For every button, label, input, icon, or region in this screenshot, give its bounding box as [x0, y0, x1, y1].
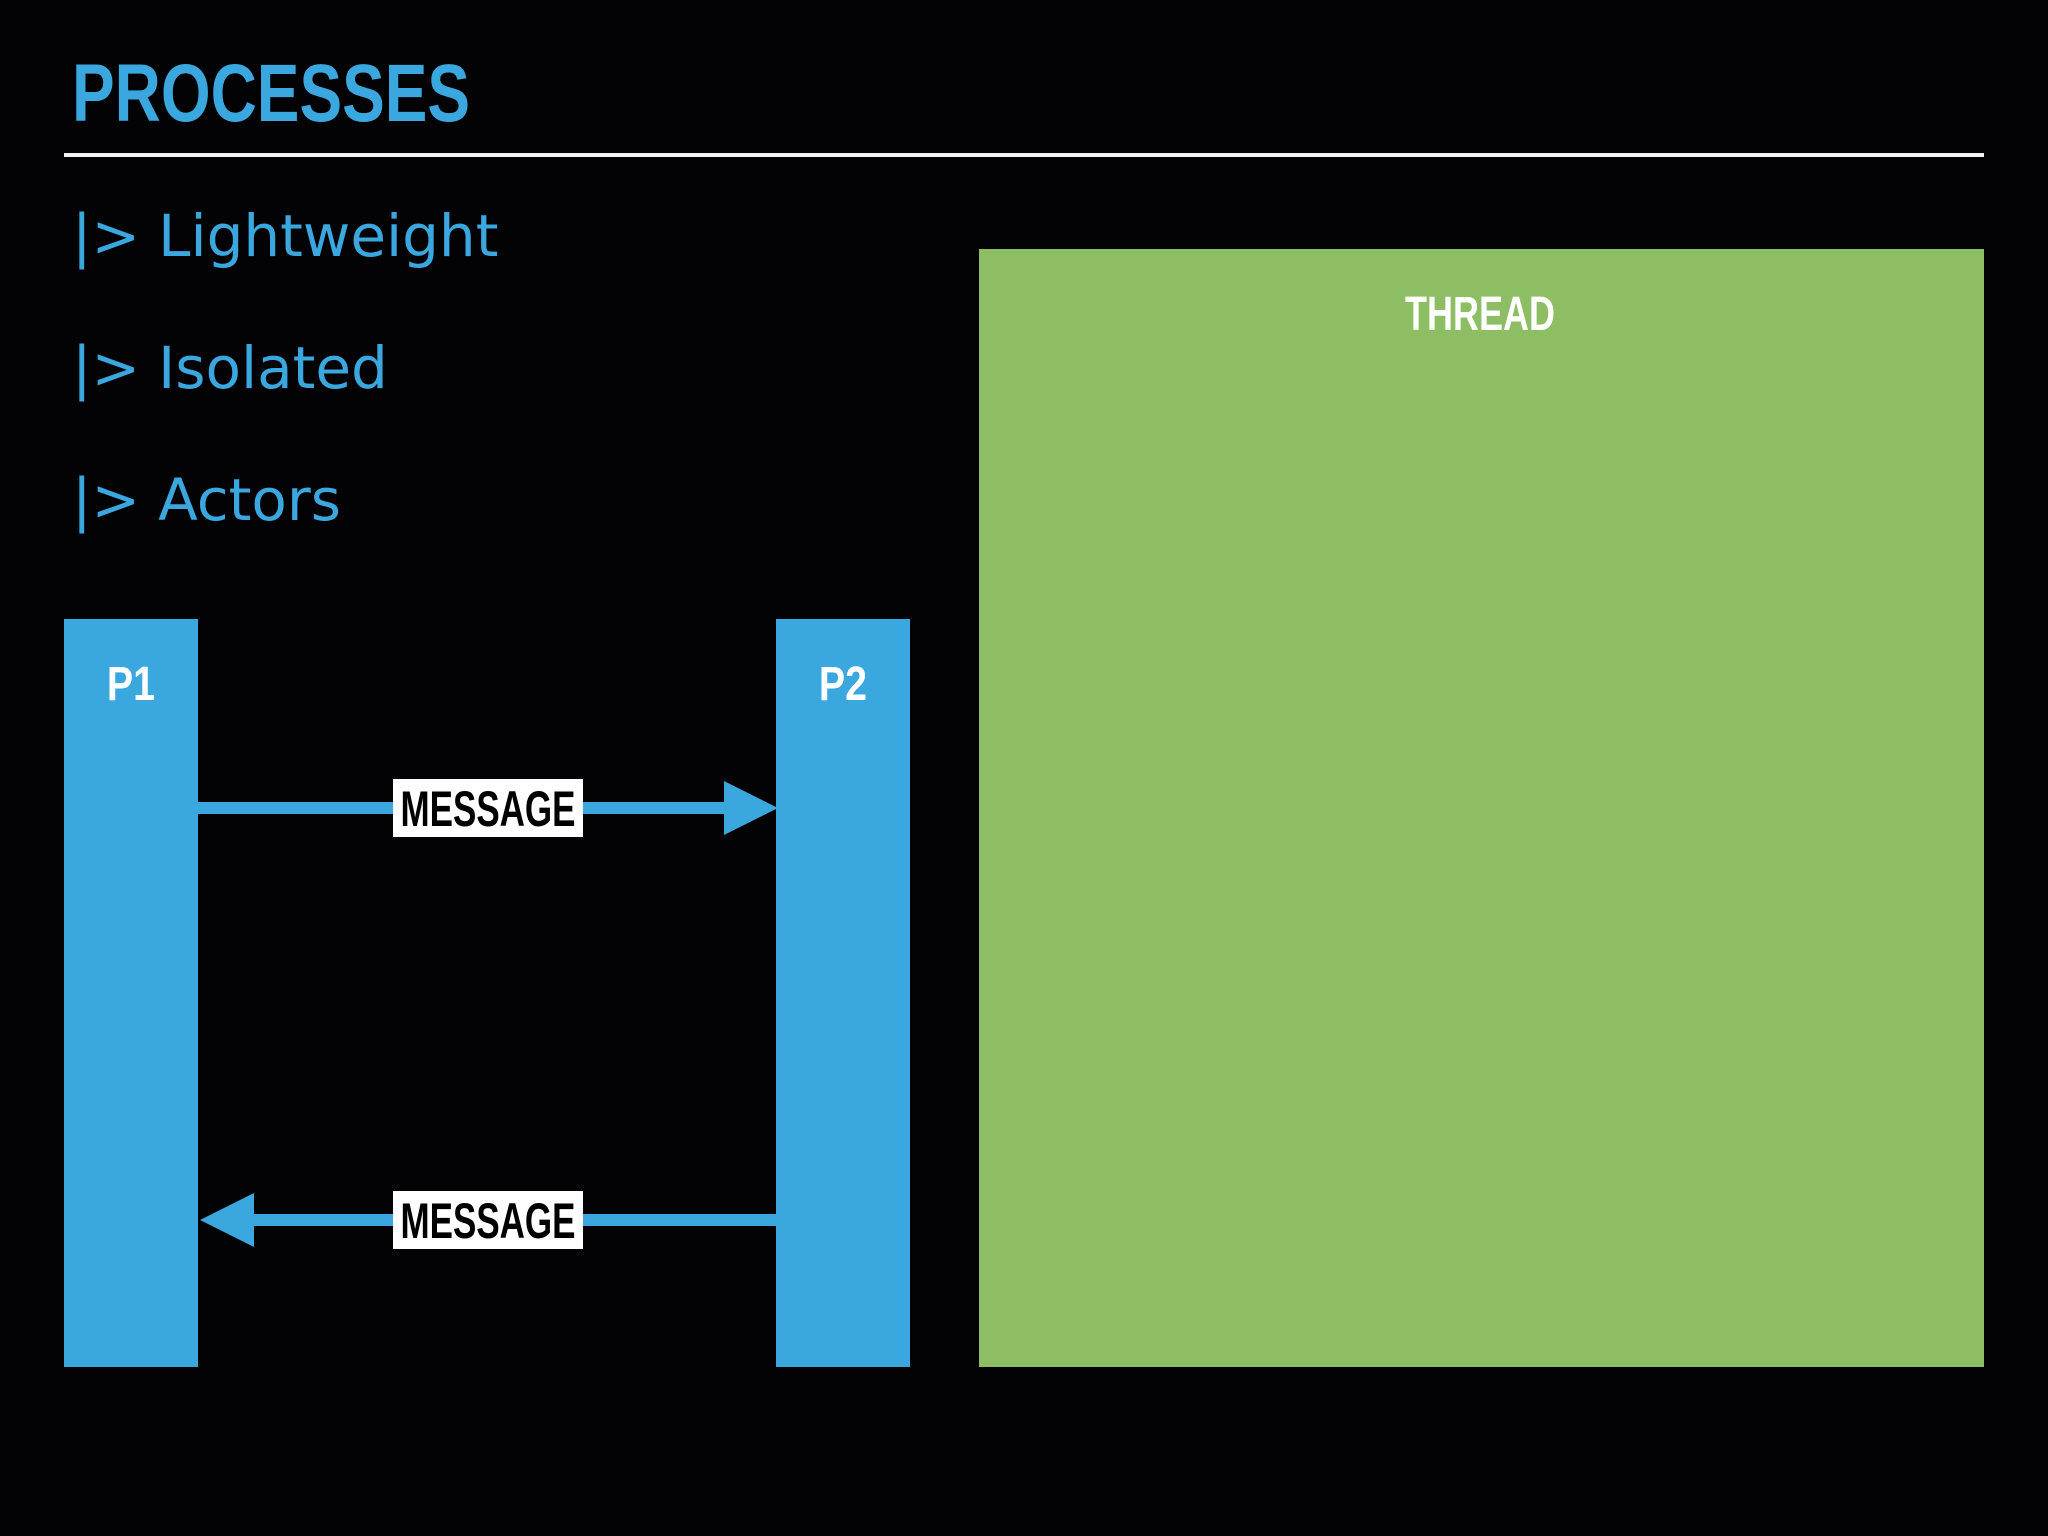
- bullet-item: |> Lightweight: [72, 196, 498, 276]
- process-p1-label: P1: [107, 657, 155, 711]
- bullet-marker: |>: [72, 466, 141, 534]
- bullet-text: Lightweight: [158, 202, 499, 270]
- slide-title: PROCESSES: [72, 48, 471, 139]
- bullet-text: Isolated: [158, 334, 388, 402]
- message-label-box: [393, 779, 583, 837]
- title-divider: [64, 153, 1984, 157]
- process-p1-bar: [64, 619, 198, 1367]
- bullet-marker: |>: [72, 334, 141, 402]
- process-p2-bar: [776, 619, 910, 1367]
- bullet-text: Actors: [158, 466, 341, 534]
- message-arrow-p1-to-p2: MESSAGE: [198, 779, 778, 838]
- bullet-item: |> Actors: [72, 460, 341, 540]
- arrow-head-right: [724, 781, 778, 835]
- thread-label: THREAD: [1405, 287, 1555, 340]
- bullet-item: |> Isolated: [72, 328, 388, 408]
- thread-block: [979, 249, 1984, 1367]
- message-label-box: [393, 1191, 583, 1249]
- arrow-head-left: [200, 1193, 254, 1247]
- message-label: MESSAGE: [401, 1194, 576, 1250]
- process-p2-label: P2: [819, 657, 867, 711]
- message-arrow-p2-to-p1: MESSAGE: [200, 1191, 776, 1250]
- message-label: MESSAGE: [401, 782, 576, 838]
- bullet-marker: |>: [72, 202, 141, 270]
